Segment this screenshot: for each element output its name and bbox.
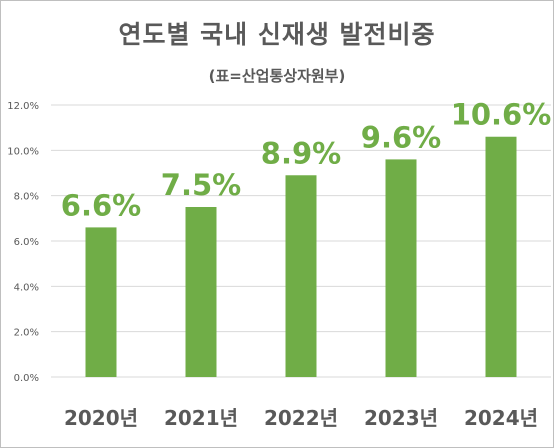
x-tick-label: 2022년 bbox=[264, 406, 338, 430]
data-label: 8.9% bbox=[261, 136, 341, 170]
y-tick-label: 6.0% bbox=[14, 237, 39, 248]
data-label: 10.6% bbox=[451, 98, 552, 132]
x-tick-label: 2023년 bbox=[364, 406, 438, 430]
bar bbox=[385, 159, 417, 377]
chart-subtitle: (표=산업통상자원부) bbox=[208, 67, 346, 85]
y-tick-label: 12.0% bbox=[7, 101, 39, 112]
y-tick-label: 2.0% bbox=[14, 328, 39, 339]
x-tick-label: 2021년 bbox=[164, 406, 238, 430]
x-tick-label: 2020년 bbox=[64, 406, 138, 430]
bar bbox=[85, 227, 117, 377]
bar bbox=[285, 175, 317, 377]
bar bbox=[485, 136, 517, 377]
y-tick-label: 0.0% bbox=[14, 373, 39, 384]
y-tick-label: 8.0% bbox=[14, 192, 39, 203]
x-tick-label: 2024년 bbox=[464, 406, 538, 430]
y-tick-label: 4.0% bbox=[14, 282, 39, 293]
data-label: 9.6% bbox=[361, 120, 441, 154]
data-label: 7.5% bbox=[161, 168, 241, 202]
y-tick-label: 10.0% bbox=[7, 146, 39, 157]
bar bbox=[185, 207, 217, 377]
chart-title: 연도별 국내 신재생 발전비중 bbox=[118, 20, 436, 49]
data-label: 6.6% bbox=[61, 188, 141, 222]
